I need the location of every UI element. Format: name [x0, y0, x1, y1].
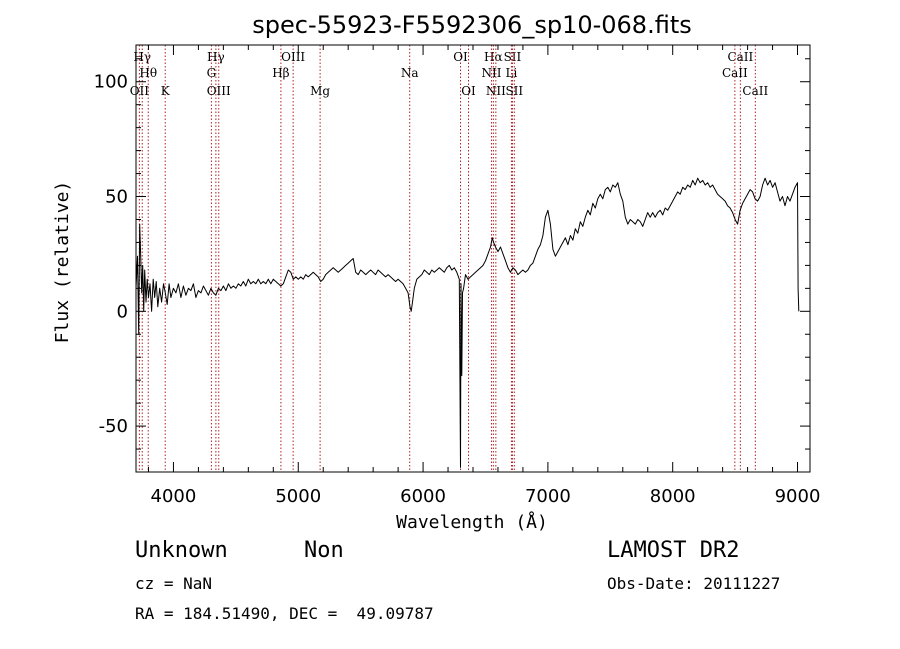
y-tick-label: 100	[94, 72, 128, 93]
y-tick-label: 0	[117, 301, 128, 322]
redshift-readout: cz = NaN	[135, 574, 213, 593]
line-marker-label: G	[207, 66, 217, 80]
line-marker-label: OIII	[207, 84, 231, 98]
y-tick-label: -50	[99, 416, 128, 437]
line-marker-label: CaII	[722, 66, 748, 80]
obs-date: Obs-Date: 20111227	[607, 574, 781, 593]
x-tick-label: 4000	[151, 486, 197, 507]
plot-frame	[135, 44, 811, 473]
plot-layer	[135, 177, 800, 468]
object-subclass: Non	[304, 538, 344, 563]
y-axis-label: Flux (relative)	[52, 181, 73, 344]
coordinates: RA = 184.51490, DEC = 49.09787	[135, 604, 434, 623]
x-tick-label: 6000	[400, 486, 446, 507]
y-tick-label: 50	[105, 187, 128, 208]
line-marker-label: Hγ	[133, 50, 151, 64]
spectrum-line	[135, 177, 800, 468]
survey-label: LAMOST DR2	[607, 538, 740, 563]
line-marker-label: SII	[505, 84, 523, 98]
line-marker-label: OII	[130, 84, 150, 98]
line-marker-label: OIII	[281, 50, 305, 64]
x-tick-label: 5000	[275, 486, 321, 507]
object-class: Unknown	[135, 538, 228, 563]
line-marker-label: Na	[401, 66, 419, 80]
line-marker-label: NII	[481, 66, 501, 80]
line-marker-label: CaII	[742, 84, 768, 98]
x-tick-label: 8000	[650, 486, 696, 507]
line-marker-label: NII	[486, 84, 506, 98]
line-marker-label: Hβ	[272, 66, 289, 80]
line-marker-label: OI	[461, 84, 476, 98]
chart-title: spec-55923-F5592306_sp10-068.fits	[252, 11, 691, 39]
axis-layer: 4000 5000 6000 7000 8000 9000 -50 0 50 100	[94, 45, 821, 507]
x-axis-label: Wavelength (Å)	[396, 511, 548, 533]
line-marker-label: SII	[504, 50, 522, 64]
line-marker-label: Hγ	[207, 50, 225, 64]
line-marker-label: OI	[453, 50, 468, 64]
line-marker-label: CaII	[727, 50, 753, 64]
line-marker-label: Li	[506, 66, 518, 80]
line-marker-label: K	[161, 84, 171, 98]
line-marker-label: Mg	[310, 84, 330, 98]
line-marker-label: Hθ	[139, 66, 157, 80]
x-tick-label: 9000	[775, 486, 821, 507]
line-marker-label: Hα	[484, 50, 503, 64]
x-tick-label: 7000	[525, 486, 571, 507]
